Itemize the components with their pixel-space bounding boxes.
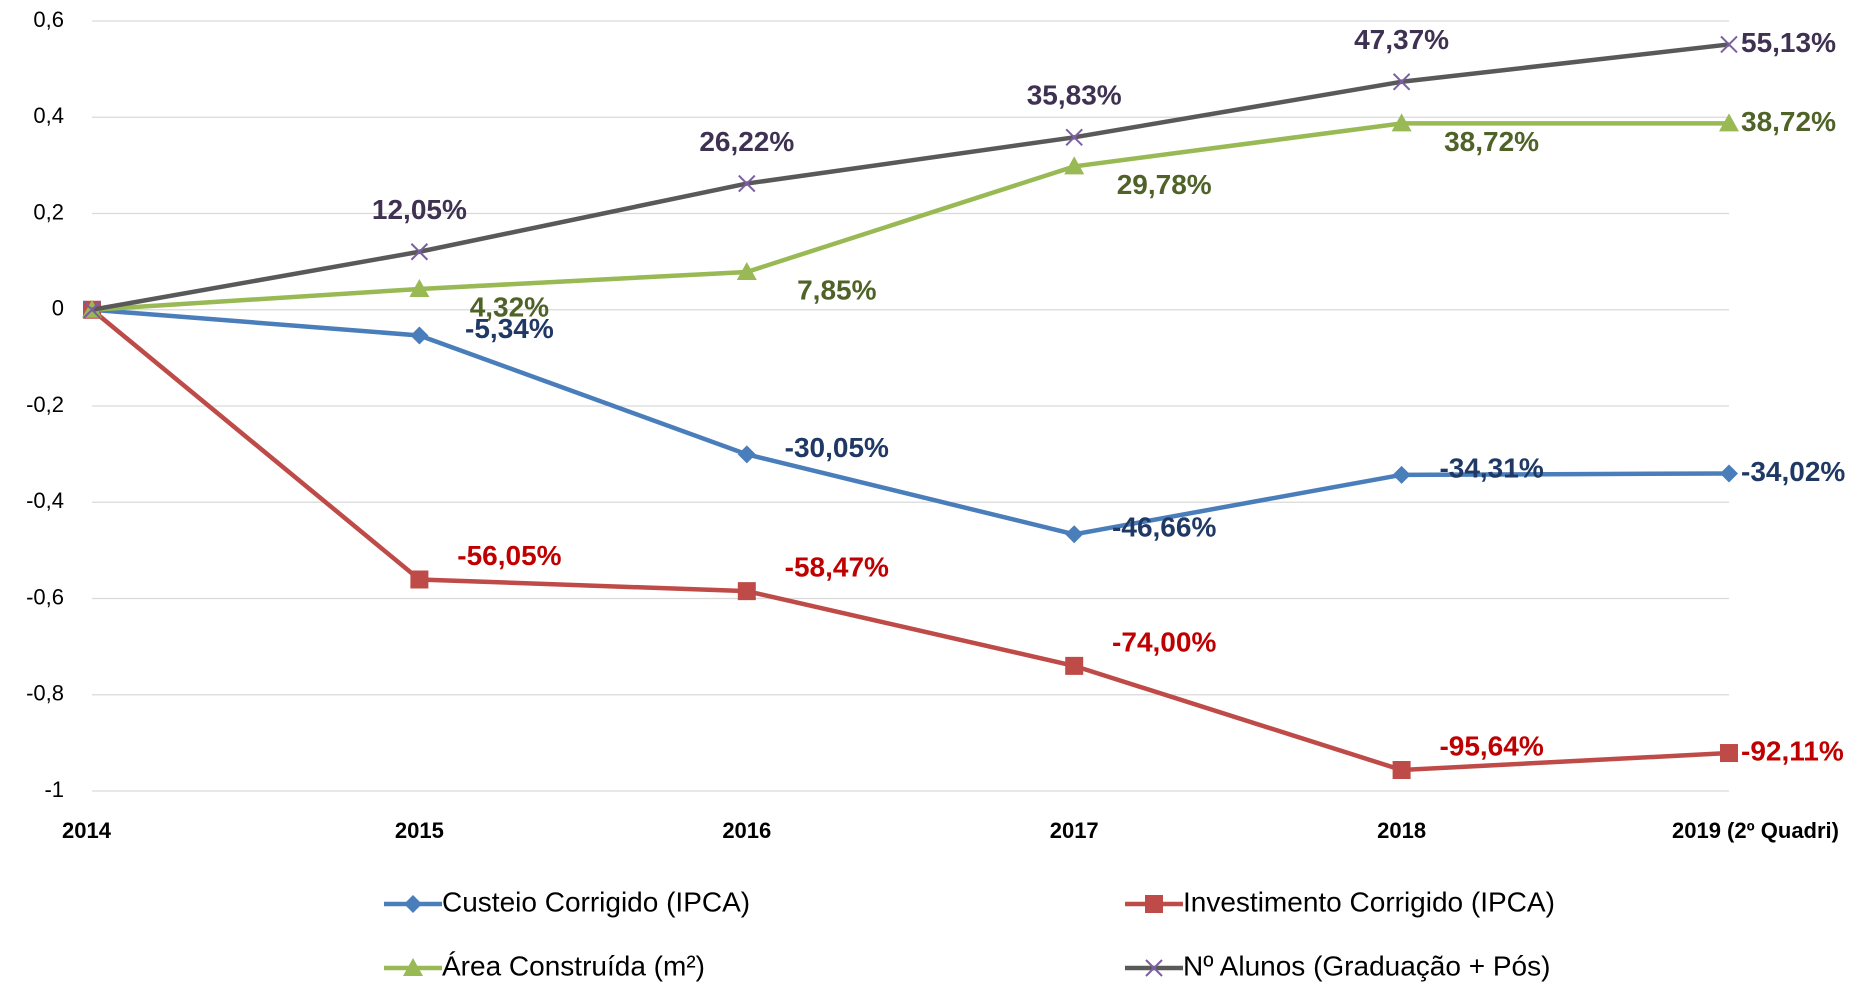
series: 12,05% 26,22% 35,83% 47,37% 55,13% — [83, 24, 1836, 319]
marker — [1145, 895, 1163, 913]
value-label: -34,31% — [1439, 452, 1543, 483]
marker — [410, 570, 429, 589]
x-tick-label: 2018 — [1377, 818, 1426, 843]
marker — [1720, 464, 1738, 483]
x-tick-label: 2019 (2º Quadri) — [1672, 818, 1839, 843]
marker — [1145, 959, 1163, 977]
value-label: -34,02% — [1741, 456, 1845, 487]
marker — [737, 445, 756, 464]
value-label: 7,85% — [797, 274, 876, 305]
marker — [1719, 113, 1739, 132]
legend-item: Custeio Corrigido (IPCA) — [384, 886, 750, 917]
marker — [1065, 656, 1084, 675]
x-tick-label: 2017 — [1050, 818, 1099, 843]
legend-label: Nº Alunos (Graduação + Pós) — [1183, 950, 1550, 981]
marker — [1065, 128, 1083, 147]
y-tick-label: -0,6 — [26, 584, 64, 609]
value-label: -95,64% — [1439, 730, 1543, 761]
legend-label: Área Construída (m²) — [442, 950, 705, 981]
value-label: 55,13% — [1741, 27, 1836, 58]
y-tick-label: 0,6 — [33, 7, 64, 32]
series: -5,34% -30,05% -46,66% -34,31% -34,02% — [83, 300, 1845, 544]
value-label: 26,22% — [699, 126, 794, 157]
marker — [83, 301, 101, 319]
series: 4,32% 7,85% 29,78% 38,72% 38,72% — [82, 106, 1836, 322]
y-tick-label: 0,4 — [33, 103, 64, 128]
x-tick-label: 2016 — [722, 818, 771, 843]
marker — [1720, 35, 1738, 54]
marker — [1065, 525, 1084, 544]
marker — [1392, 465, 1411, 484]
marker — [738, 174, 756, 193]
value-label: 4,32% — [470, 291, 549, 322]
y-tick-label: -1 — [44, 777, 64, 802]
value-label: 38,72% — [1444, 126, 1539, 157]
marker — [736, 261, 757, 280]
legend-item: Área Construída (m²) — [384, 950, 705, 981]
series-line — [91, 121, 1729, 312]
y-tick-label: -0,8 — [26, 681, 64, 706]
value-label: -46,66% — [1112, 512, 1216, 543]
marker — [403, 958, 423, 976]
marker — [409, 278, 430, 297]
marker — [1392, 73, 1411, 91]
value-label: -58,47% — [785, 552, 889, 583]
marker — [410, 326, 429, 345]
legend-item: Investimento Corrigido (IPCA) — [1125, 886, 1555, 917]
y-tick-label: -0,4 — [26, 488, 64, 513]
marker — [1392, 761, 1411, 780]
marker — [737, 582, 756, 601]
legend-label: Custeio Corrigido (IPCA) — [442, 886, 750, 917]
series-line — [90, 308, 1730, 773]
y-tick-label: 0 — [52, 296, 64, 321]
value-label: 47,37% — [1354, 24, 1449, 55]
value-label: 12,05% — [372, 194, 467, 225]
value-label: -92,11% — [1741, 735, 1844, 766]
marker — [404, 895, 422, 913]
value-label: 29,78% — [1117, 169, 1212, 200]
x-tick-label: 2014 — [62, 818, 112, 843]
marker — [1720, 744, 1738, 763]
value-label: -30,05% — [785, 432, 889, 463]
marker — [410, 243, 429, 261]
x-tick-label: 2015 — [395, 818, 444, 843]
value-label: -5,34% — [465, 313, 554, 344]
marker — [1391, 113, 1412, 132]
series-line — [91, 42, 1730, 312]
value-label: 35,83% — [1027, 80, 1122, 111]
marker — [1064, 156, 1085, 175]
series: -56,05% -58,47% -74,00% -95,64% -92,11% — [83, 300, 1844, 780]
legend-item: Nº Alunos (Graduação + Pós) — [1125, 950, 1550, 981]
y-tick-label: -0,2 — [26, 392, 64, 417]
y-tick-label: 0,2 — [33, 199, 64, 224]
series-line — [91, 307, 1730, 537]
value-label: -74,00% — [1112, 626, 1216, 657]
value-label: 38,72% — [1741, 106, 1836, 137]
legend-label: Investimento Corrigido (IPCA) — [1183, 886, 1555, 917]
value-label: -56,05% — [457, 540, 561, 571]
